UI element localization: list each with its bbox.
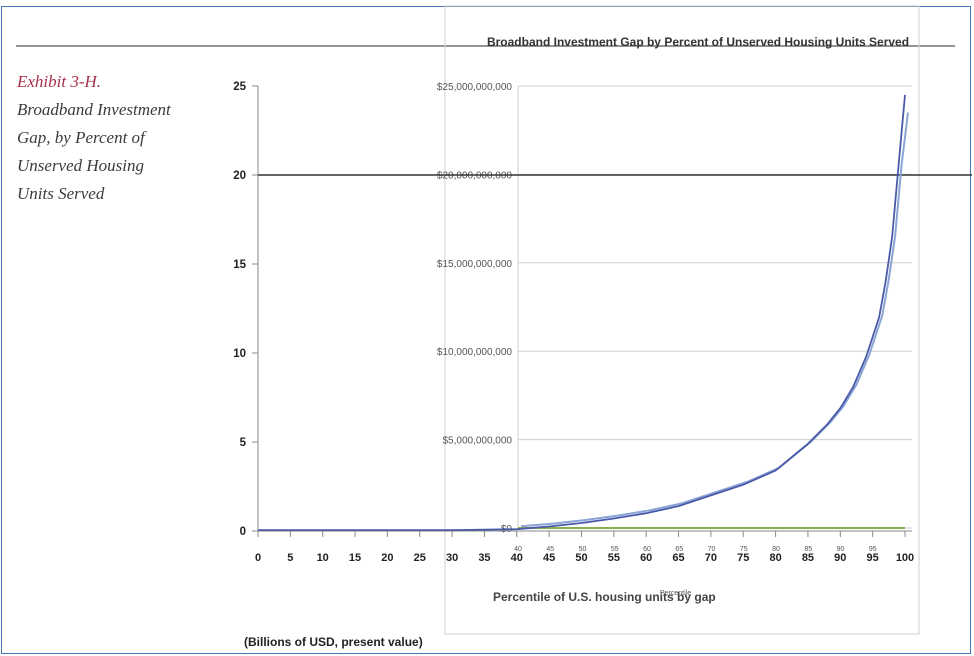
outer-x-tick-label: 75 <box>737 552 749 564</box>
exhibit-label: Exhibit 3-H. <box>17 72 102 91</box>
outer-y-tick-label: 15 <box>233 259 246 271</box>
outer-x-tick-label: 25 <box>414 552 426 564</box>
inner-x-tick-label: 95 <box>869 546 877 553</box>
inner-y-tick-label: $20,000,000,000 <box>437 170 513 181</box>
outer-x-tick-label: 45 <box>543 552 555 564</box>
outer-x-tick-label: 70 <box>705 552 717 564</box>
outer-x-tick-label: 100 <box>896 552 914 564</box>
outer-x-tick-label: 85 <box>802 552 814 564</box>
inner-x-ticks: 40 45 50 55 60 65 70 75 80 85 90 95 <box>514 546 877 553</box>
outer-y-ticks: 0 5 10 15 20 25 <box>233 81 258 538</box>
outer-x-tick-label: 90 <box>834 552 846 564</box>
outer-x-tick-label: 65 <box>672 552 684 564</box>
inner-x-tick-label: 65 <box>675 546 683 553</box>
outer-x-tick-label: 20 <box>381 552 393 564</box>
inner-y-ticks: $0$5,000,000,000$10,000,000,000$15,000,0… <box>437 82 513 535</box>
exhibit-caption: Exhibit 3-H. Broadband Investment Gap, b… <box>17 68 177 208</box>
inner-x-tick-label: 90 <box>837 546 845 553</box>
outer-x-tick-label: 40 <box>511 552 523 564</box>
x-axis-label: Percentile of U.S. housing units by gap <box>493 590 716 604</box>
inner-x-tick-label: 70 <box>708 546 716 553</box>
outer-x-tick-label: 35 <box>478 552 490 564</box>
outer-y-tick-label: 20 <box>233 170 246 182</box>
outer-y-tick-label: 10 <box>233 348 246 360</box>
outer-y-tick-label: 0 <box>240 526 246 538</box>
inner-x-tick-label: 50 <box>579 546 587 553</box>
outer-x-tick-label: 95 <box>867 552 879 564</box>
outer-x-tick-label: 0 <box>255 552 261 564</box>
outer-x-tick-label: 15 <box>349 552 361 564</box>
outer-x-tick-label: 80 <box>769 552 781 564</box>
inner-x-tick-label: 75 <box>740 546 748 553</box>
exhibit-description: Broadband Investment Gap, by Percent of … <box>17 100 171 203</box>
outer-y-tick-label: 25 <box>233 81 246 93</box>
inner-chart-title: Broadband Investment Gap by Percent of U… <box>487 35 909 49</box>
inner-y-tick-label: $5,000,000,000 <box>442 436 512 447</box>
outer-x-tick-label: 50 <box>575 552 587 564</box>
outer-x-tick-label: 55 <box>608 552 620 564</box>
outer-y-tick-label: 5 <box>240 437 247 449</box>
inner-x-axis-label: Percentile <box>660 590 691 597</box>
inner-y-tick-label: $10,000,000,000 <box>437 347 513 358</box>
inner-x-tick-label: 45 <box>546 546 554 553</box>
inner-y-tick-label: $15,000,000,000 <box>437 259 513 270</box>
outer-x-tick-label: 30 <box>446 552 458 564</box>
inner-x-tick-label: 85 <box>804 546 812 553</box>
outer-x-tick-label: 60 <box>640 552 652 564</box>
inner-x-tick-label: 80 <box>772 546 780 553</box>
outer-x-tick-label: 10 <box>317 552 329 564</box>
units-note: (Billions of USD, present value) <box>244 635 423 649</box>
outer-x-tick-label: 5 <box>287 552 293 564</box>
inner-x-tick-label: 40 <box>514 546 522 553</box>
inner-x-tick-label: 60 <box>643 546 651 553</box>
outer-x-ticks: 0 5 10 15 20 25 30 35 40 45 50 55 60 65 70 75 80 85 90 95 10… <box>255 531 914 564</box>
series-investment-gap <box>258 94 906 531</box>
inner-y-tick-label: $25,000,000,000 <box>437 82 513 93</box>
inner-x-tick-label: 55 <box>611 546 619 553</box>
inner-chart-panel <box>444 5 920 635</box>
inner-grid <box>517 85 912 529</box>
